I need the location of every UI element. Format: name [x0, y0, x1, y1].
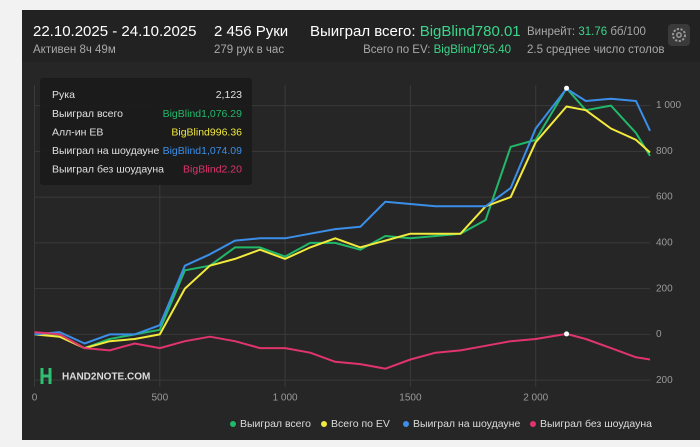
- y-tick-label: 600: [656, 192, 673, 203]
- legend-label: Выиграл на шоудауне: [413, 418, 520, 430]
- logo: HAND2NOTE.COM: [40, 368, 150, 384]
- legend-label: Всего по EV: [331, 418, 390, 430]
- legend-marker: [321, 421, 327, 427]
- x-tick-label: 500: [151, 393, 168, 404]
- hover-point: [564, 85, 570, 91]
- tables: 2.5 среднее число столов: [527, 44, 665, 56]
- winrate-label: Винрейт:: [527, 26, 575, 38]
- ev-label: Всего по EV:: [363, 44, 430, 56]
- tooltip-hand-label: Рука: [52, 89, 75, 101]
- tooltip-label: Выиграл на шоудауне: [52, 145, 159, 157]
- settings-button[interactable]: [668, 24, 690, 46]
- hands-per-hour: 279 рук в час: [214, 44, 284, 56]
- ev-total: Всего по EV: BigBlind795.40: [363, 44, 511, 56]
- settings-bg[interactable]: [668, 24, 690, 46]
- plot: 200 0 200 400 600 800 1 000 0 500 1 000 1500 2 000: [32, 85, 681, 404]
- legend-marker: [530, 421, 536, 427]
- tooltip-label: Выиграл без шоудауна: [52, 163, 164, 175]
- won-value: BigBlind780.01: [420, 23, 521, 40]
- legend-label: Выиграл без шоудауна: [540, 418, 652, 430]
- gear[interactable]: [672, 28, 686, 42]
- tooltip-value: BigBlind1,076.29: [163, 108, 243, 120]
- series-line: [34, 87, 651, 345]
- winrate-value: 31.76: [578, 26, 607, 38]
- tooltip-value: BigBlind1,074.09: [163, 145, 243, 157]
- gear-hub[interactable]: [676, 32, 682, 38]
- tooltip-value: BigBlind996.36: [171, 126, 242, 138]
- x-tick-label: 1 000: [273, 393, 298, 404]
- y-tick-label: 1 000: [656, 100, 681, 111]
- x-tick-label: 1500: [399, 393, 422, 404]
- legend-marker: [403, 421, 409, 427]
- series-line: [34, 331, 651, 370]
- logo-text: HAND2NOTE.COM: [62, 372, 150, 383]
- y-tick-label: 400: [656, 238, 673, 249]
- legend: Выиграл всего Всего по EV Выиграл на шоуда…: [230, 418, 652, 430]
- x-tick-label: 0: [32, 393, 38, 404]
- tooltip-label: Выиграл всего: [52, 108, 123, 120]
- won-label: Выиграл всего:: [310, 23, 416, 40]
- tooltip-hand-value: 2,123: [216, 89, 242, 101]
- tooltip-label: Алл-ин EB: [52, 126, 103, 138]
- x-tick-label: 2 000: [523, 393, 548, 404]
- y-tick-label: 800: [656, 146, 673, 157]
- y-tick-label: 0: [656, 329, 662, 340]
- tooltip-bg: [40, 78, 252, 185]
- ev-value: BigBlind795.40: [434, 44, 511, 56]
- hover-point: [564, 331, 570, 337]
- hands: 2 456 Руки: [214, 23, 288, 40]
- winrate: Винрейт: 31.76 бб/100: [527, 26, 646, 38]
- winrate-unit: бб/100: [610, 26, 646, 38]
- legend-label: Выиграл всего: [240, 418, 311, 430]
- series-line: [34, 105, 651, 350]
- y-tick-label: 200: [656, 283, 673, 294]
- legend-marker: [230, 421, 236, 427]
- logo-icon: [40, 368, 52, 384]
- header-bar: [22, 10, 700, 62]
- date-range: 22.10.2025 - 24.10.2025: [33, 23, 196, 40]
- tooltip-value: BigBlind2.20: [183, 163, 242, 175]
- won-total: Выиграл всего: BigBlind780.01: [310, 23, 521, 40]
- y-tick-label: 200: [656, 375, 673, 386]
- active-time: Активен 8ч 49м: [33, 44, 116, 56]
- tooltip: Рука 2,123 Выиграл всего BigBlind1,076.29…: [40, 78, 252, 185]
